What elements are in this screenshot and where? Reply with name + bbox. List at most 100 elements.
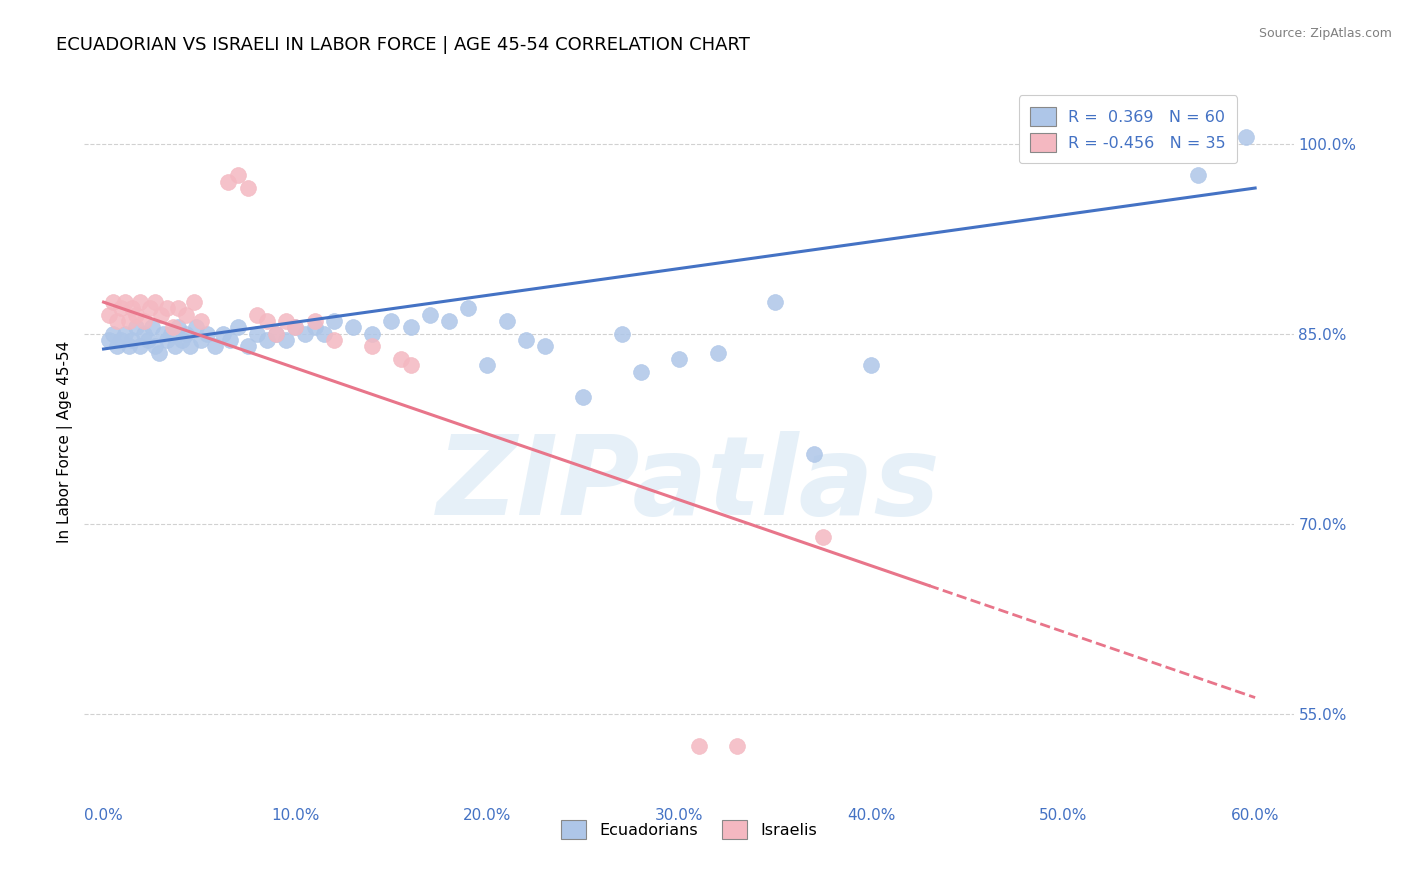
Point — [246, 308, 269, 322]
Point — [98, 333, 121, 347]
Point — [138, 301, 160, 316]
Point — [110, 333, 132, 347]
Point — [294, 326, 316, 341]
Point — [129, 295, 152, 310]
Point — [159, 326, 181, 341]
Y-axis label: In Labor Force | Age 45-54: In Labor Force | Age 45-54 — [58, 341, 73, 542]
Point — [190, 314, 212, 328]
Point — [211, 326, 233, 341]
Point — [860, 359, 883, 373]
Point — [256, 333, 278, 347]
Point — [105, 339, 128, 353]
Point — [217, 175, 239, 189]
Point — [150, 308, 173, 322]
Point — [236, 339, 259, 353]
Point — [399, 320, 422, 334]
Point — [304, 320, 326, 334]
Point — [457, 301, 479, 316]
Point — [145, 295, 167, 310]
Point — [274, 314, 297, 328]
Point — [132, 326, 155, 341]
Point — [706, 346, 728, 360]
Point — [114, 295, 136, 310]
Point — [152, 326, 174, 341]
Point — [117, 314, 139, 328]
Text: ZIPatlas: ZIPatlas — [437, 432, 941, 539]
Point — [813, 530, 835, 544]
Point — [725, 739, 748, 753]
Point — [389, 352, 412, 367]
Point — [495, 314, 517, 328]
Point — [1234, 130, 1257, 145]
Point — [256, 314, 278, 328]
Point — [167, 301, 190, 316]
Point — [179, 339, 201, 353]
Point — [101, 295, 124, 310]
Point — [114, 326, 136, 341]
Point — [204, 339, 226, 353]
Point — [226, 169, 249, 183]
Point — [688, 739, 710, 753]
Point — [246, 326, 269, 341]
Point — [226, 320, 249, 334]
Point — [322, 314, 344, 328]
Point — [174, 308, 197, 322]
Point — [156, 301, 179, 316]
Point — [145, 339, 167, 353]
Point — [125, 320, 148, 334]
Point — [361, 339, 384, 353]
Point — [162, 320, 184, 334]
Point — [314, 326, 336, 341]
Point — [284, 320, 307, 334]
Point — [419, 308, 441, 322]
Point — [342, 320, 364, 334]
Point — [322, 333, 344, 347]
Text: ECUADORIAN VS ISRAELI IN LABOR FORCE | AGE 45-54 CORRELATION CHART: ECUADORIAN VS ISRAELI IN LABOR FORCE | A… — [56, 36, 751, 54]
Point — [304, 314, 326, 328]
Point — [477, 359, 499, 373]
Point — [105, 314, 128, 328]
Point — [195, 326, 218, 341]
Point — [136, 333, 159, 347]
Point — [236, 181, 259, 195]
Point — [572, 390, 595, 404]
Point — [219, 333, 242, 347]
Point — [172, 333, 194, 347]
Point — [121, 333, 143, 347]
Point — [184, 320, 207, 334]
Point — [630, 365, 652, 379]
Point — [141, 320, 163, 334]
Point — [190, 333, 212, 347]
Point — [121, 301, 143, 316]
Text: Source: ZipAtlas.com: Source: ZipAtlas.com — [1258, 27, 1392, 40]
Point — [110, 301, 132, 316]
Point — [515, 333, 537, 347]
Point — [284, 320, 307, 334]
Point — [399, 359, 422, 373]
Point — [610, 326, 633, 341]
Point — [163, 339, 186, 353]
Point — [117, 339, 139, 353]
Point — [437, 314, 460, 328]
Point — [125, 308, 148, 322]
Point — [174, 326, 197, 341]
Point — [266, 326, 288, 341]
Point — [380, 314, 402, 328]
Point — [98, 308, 121, 322]
Point — [167, 320, 190, 334]
Point — [668, 352, 690, 367]
Point — [763, 295, 786, 310]
Point — [534, 339, 557, 353]
Point — [803, 447, 825, 461]
Point — [1187, 169, 1209, 183]
Point — [274, 333, 297, 347]
Point — [101, 326, 124, 341]
Point — [266, 326, 288, 341]
Point — [361, 326, 384, 341]
Point — [183, 295, 205, 310]
Point — [156, 333, 179, 347]
Legend: Ecuadorians, Israelis: Ecuadorians, Israelis — [554, 814, 824, 846]
Point — [148, 346, 170, 360]
Point — [132, 314, 155, 328]
Point — [129, 339, 152, 353]
